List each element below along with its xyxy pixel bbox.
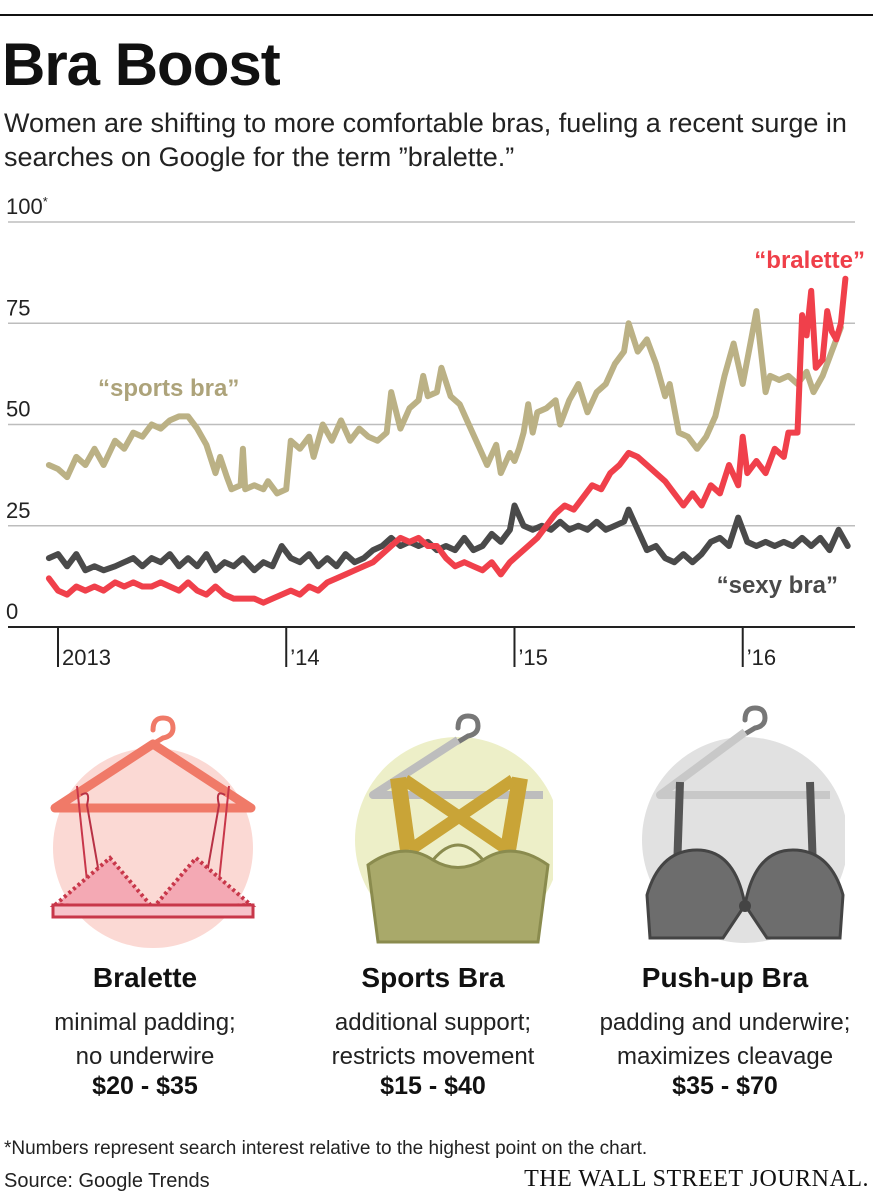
source-line: Source: Google Trends	[4, 1170, 210, 1192]
series-labels: “sports bra” “bralette” “sexy bra”	[98, 247, 865, 599]
series-line-2	[45, 502, 851, 574]
y-tick-label-25: 25	[6, 498, 30, 523]
y-tick-label-0: 0	[6, 599, 18, 624]
item-price-push-up-bra: $35 - $70	[672, 1072, 778, 1100]
sports-bra-card: Sports Bra additional support; restricts …	[288, 700, 578, 1100]
series-label-0: “sports bra”	[98, 375, 239, 402]
footnote: *Numbers represent search interest relat…	[4, 1138, 648, 1159]
y-axis-labels: 100* 75 50 25 0	[6, 194, 48, 624]
push-up-bra-illustration	[642, 705, 848, 943]
item-name-sports-bra: Sports Bra	[361, 962, 505, 993]
x-axis: 2013 ’14 ’15 ’16	[8, 626, 855, 670]
item-name-push-up-bra: Push-up Bra	[641, 962, 809, 993]
line-chart: 100* 75 50 25 0 2013 ’14 ’15 ’16 “sports bra” “b…	[6, 194, 865, 670]
bralette-illustration	[49, 715, 257, 948]
y-tick-label-100: 100*	[6, 194, 48, 219]
series-line-1	[45, 275, 849, 606]
chart-subtitle: Women are shifting to more comfortable b…	[4, 108, 847, 172]
series-label-1: “bralette”	[754, 247, 865, 274]
series-lines	[45, 275, 851, 606]
item-price-sports-bra: $15 - $40	[380, 1072, 486, 1100]
top-rule	[0, 14, 873, 16]
y-tick-label-75: 75	[6, 295, 30, 320]
item-desc-sports-bra: additional support; restricts movement	[331, 1009, 535, 1070]
x-tick-label-2016: ’16	[747, 645, 776, 670]
item-desc-push-up-bra: padding and underwire; maximizes cleavage	[599, 1009, 851, 1070]
item-price-bralette: $20 - $35	[92, 1072, 198, 1100]
push-up-bra-card: Push-up Bra padding and underwire; maximi…	[580, 700, 870, 1100]
series-label-2: “sexy bra”	[717, 572, 838, 599]
series-line-0	[45, 308, 844, 497]
y-tick-label-50: 50	[6, 397, 30, 422]
item-desc-bralette: minimal padding; no underwire	[54, 1009, 236, 1070]
x-tick-label-2015: ’15	[518, 645, 547, 670]
publisher-logo: THE WALL STREET JOURNAL.	[524, 1166, 869, 1192]
item-name-bralette: Bralette	[92, 962, 198, 993]
chart-title: Bra Boost	[2, 31, 281, 98]
x-tick-label-2014: ’14	[290, 645, 319, 670]
sports-bra-illustration	[355, 713, 561, 944]
bralette-card: Bralette minimal padding; no underwire $2…	[0, 700, 290, 1100]
x-tick-label-2013: 2013	[62, 645, 111, 670]
